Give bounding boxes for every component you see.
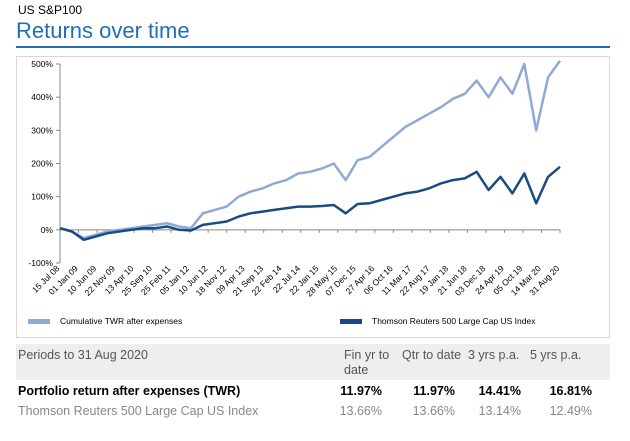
y-tick-label: 100% bbox=[31, 192, 53, 202]
col-5yrs: 5 yrs p.a. bbox=[530, 348, 582, 362]
row-index-fin-yr: 13.66% bbox=[339, 404, 382, 418]
row-index-5yrs: 12.49% bbox=[549, 404, 592, 418]
row-portfolio-fin-yr: 11.97% bbox=[340, 384, 382, 398]
legend-item-twr: Cumulative TWR after expenses bbox=[28, 316, 182, 326]
row-portfolio-5yrs: 16.81% bbox=[549, 384, 592, 398]
row-index-label: Thomson Reuters 500 Large Cap US Index bbox=[18, 404, 259, 418]
y-tick-label: 200% bbox=[31, 159, 53, 169]
row-portfolio-qtr: 11.97% bbox=[413, 384, 455, 398]
legend-item-index: Thomson Reuters 500 Large Cap US Index bbox=[340, 316, 535, 326]
row-portfolio-3yrs: 14.41% bbox=[478, 384, 521, 398]
table-header: Periods to 31 Aug 2020 Fin yr to date Qt… bbox=[16, 344, 610, 380]
y-tick-label: 400% bbox=[31, 92, 53, 102]
page-title: Returns over time bbox=[16, 18, 190, 43]
col-qtr: Qtr to date bbox=[402, 348, 462, 362]
period-label: Periods to 31 Aug 2020 bbox=[18, 348, 148, 362]
series-line-twr bbox=[59, 59, 562, 240]
legend-swatch-twr bbox=[28, 318, 50, 324]
row-index-3yrs: 13.14% bbox=[478, 404, 521, 418]
legend-label-index: Thomson Reuters 500 Large Cap US Index bbox=[372, 316, 536, 326]
y-tick-label: 500% bbox=[31, 59, 53, 69]
series-line-index bbox=[59, 165, 561, 242]
col-fin-yr: Fin yr to date bbox=[344, 348, 390, 377]
col-3yrs: 3 yrs p.a. bbox=[468, 348, 520, 362]
legend-swatch-index bbox=[340, 318, 362, 324]
row-portfolio-label: Portfolio return after expenses (TWR) bbox=[18, 384, 241, 398]
title-divider bbox=[16, 46, 610, 48]
y-tick-label: 0% bbox=[41, 225, 54, 235]
legend-label-twr: Cumulative TWR after expenses bbox=[60, 316, 183, 326]
fund-name: US S&P100 bbox=[18, 3, 83, 17]
y-tick-label: -100% bbox=[28, 258, 53, 268]
y-tick-label: 300% bbox=[31, 125, 53, 135]
row-index-qtr: 13.66% bbox=[412, 404, 455, 418]
chart-frame bbox=[16, 56, 610, 338]
